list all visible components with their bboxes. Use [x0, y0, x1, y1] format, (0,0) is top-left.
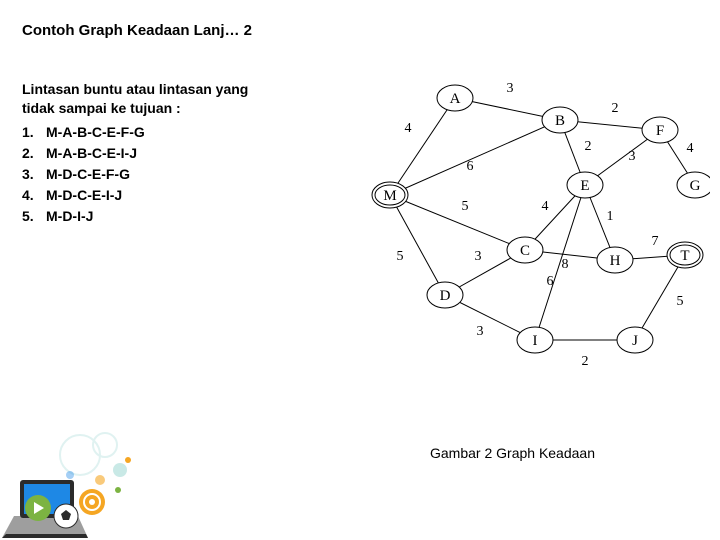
svg-text:5: 5 — [677, 294, 684, 309]
list-num: 1. — [22, 124, 46, 140]
svg-text:7: 7 — [652, 234, 659, 249]
page-title: Contoh Graph Keadaan Lanj… 2 — [22, 22, 252, 39]
svg-text:J: J — [632, 333, 638, 349]
svg-text:G: G — [690, 178, 701, 194]
subtitle: Lintasan buntu atau lintasan yang tidak … — [22, 80, 352, 118]
svg-text:B: B — [555, 113, 565, 129]
list-item: 4. M-D-C-E-I-J — [22, 187, 145, 203]
svg-text:M: M — [383, 188, 396, 204]
svg-text:F: F — [656, 123, 664, 139]
decorative-svg — [0, 420, 150, 540]
path-list: 1. M-A-B-C-E-F-G 2. M-A-B-C-E-I-J 3. M-D… — [22, 124, 145, 229]
svg-text:H: H — [610, 253, 621, 269]
svg-text:4: 4 — [542, 199, 549, 214]
list-val: M-D-C-E-F-G — [46, 166, 130, 182]
list-num: 2. — [22, 145, 46, 161]
svg-text:5: 5 — [397, 249, 404, 264]
list-num: 4. — [22, 187, 46, 203]
list-val: M-A-B-C-E-F-G — [46, 124, 145, 140]
graph-svg: 4 3 6 2 2 3 4 5 5 3 4 1 7 8 3 6 2 5 A B M E F G C H T D I J — [360, 70, 710, 380]
list-item: 2. M-A-B-C-E-I-J — [22, 145, 145, 161]
list-item: 1. M-A-B-C-E-F-G — [22, 124, 145, 140]
list-val: M-D-C-E-I-J — [46, 187, 122, 203]
svg-text:3: 3 — [477, 324, 484, 339]
list-val: M-D-I-J — [46, 208, 93, 224]
svg-text:4: 4 — [405, 121, 412, 136]
svg-text:6: 6 — [467, 159, 474, 174]
subtitle-line2: tidak sampai ke tujuan : — [22, 100, 181, 116]
list-num: 5. — [22, 208, 46, 224]
svg-text:3: 3 — [507, 81, 514, 96]
svg-text:2: 2 — [585, 139, 592, 154]
svg-text:1: 1 — [607, 209, 614, 224]
list-num: 3. — [22, 166, 46, 182]
list-val: M-A-B-C-E-I-J — [46, 145, 137, 161]
svg-text:4: 4 — [687, 141, 694, 156]
svg-text:I: I — [533, 333, 538, 349]
figure-caption: Gambar 2 Graph Keadaan — [430, 445, 595, 461]
svg-text:3: 3 — [475, 249, 482, 264]
svg-text:3: 3 — [629, 149, 636, 164]
svg-text:D: D — [440, 288, 451, 304]
svg-text:A: A — [450, 91, 461, 107]
svg-text:5: 5 — [462, 199, 469, 214]
graph-figure: 4 3 6 2 2 3 4 5 5 3 4 1 7 8 3 6 2 5 A B M E F G C H T D I J — [360, 70, 710, 380]
svg-text:2: 2 — [582, 354, 589, 369]
svg-text:8: 8 — [562, 257, 569, 272]
list-item: 3. M-D-C-E-F-G — [22, 166, 145, 182]
svg-text:C: C — [520, 243, 530, 259]
list-item: 5. M-D-I-J — [22, 208, 145, 224]
svg-text:T: T — [680, 248, 689, 264]
svg-text:6: 6 — [547, 274, 554, 289]
subtitle-line1: Lintasan buntu atau lintasan yang — [22, 81, 248, 97]
decorative-corner-icon — [0, 420, 150, 540]
svg-text:E: E — [580, 178, 589, 194]
svg-text:2: 2 — [612, 101, 619, 116]
